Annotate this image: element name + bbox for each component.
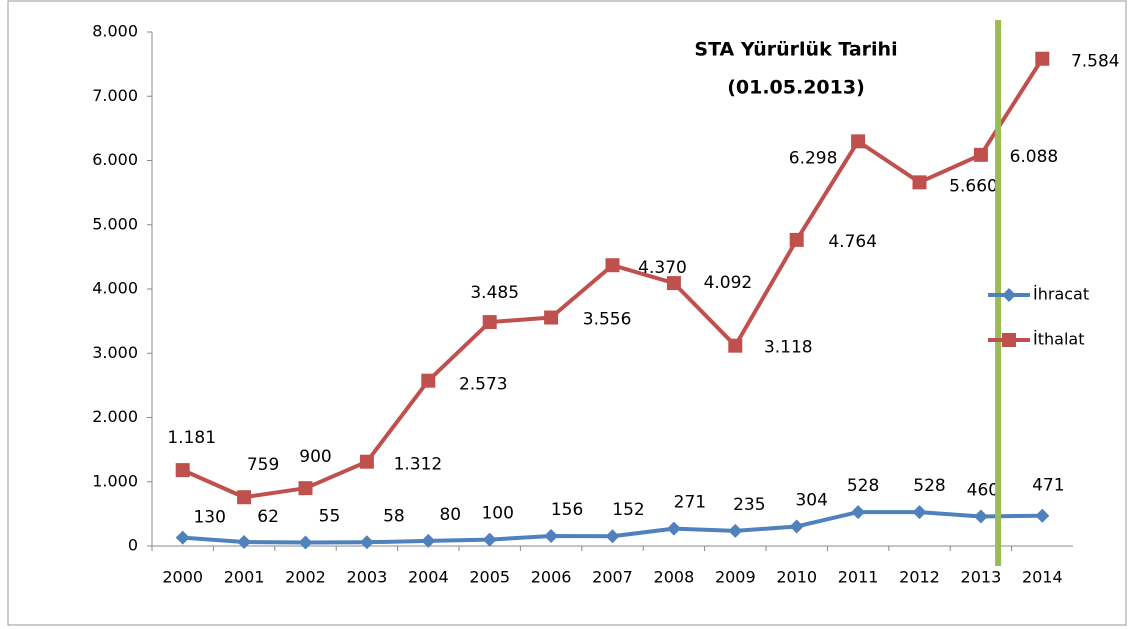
data-label: 460 bbox=[967, 480, 999, 500]
data-label: 130 bbox=[193, 508, 225, 528]
data-label: 3.118 bbox=[764, 338, 813, 358]
data-label: 80 bbox=[439, 505, 461, 525]
x-tick-label: 2000 bbox=[162, 568, 203, 587]
marker bbox=[1035, 508, 1050, 523]
x-tick-label: 2012 bbox=[899, 568, 940, 587]
x-tick-label: 2009 bbox=[715, 568, 756, 587]
marker bbox=[544, 528, 559, 543]
data-label: 4.092 bbox=[704, 273, 753, 293]
marker bbox=[666, 521, 681, 536]
data-label: 4.764 bbox=[828, 232, 877, 252]
x-tick-label: 2005 bbox=[469, 568, 510, 587]
x-tick-label: 2007 bbox=[592, 568, 633, 587]
marker bbox=[728, 338, 743, 353]
data-label: 152 bbox=[612, 500, 644, 520]
annotation: STA Yürürlük Tarihi bbox=[694, 39, 897, 61]
series-line bbox=[181, 57, 1044, 500]
marker bbox=[298, 481, 313, 496]
y-tick-label: 5.000 bbox=[92, 214, 138, 233]
y-tick-label: 3.000 bbox=[92, 343, 138, 362]
marker bbox=[912, 175, 927, 190]
marker bbox=[728, 523, 743, 538]
marker bbox=[973, 147, 988, 162]
y-tick-label: 1.000 bbox=[92, 471, 138, 490]
marker bbox=[421, 373, 436, 388]
marker bbox=[605, 258, 620, 273]
legend-label: İhracat bbox=[1033, 285, 1089, 304]
annotation: (01.05.2013) bbox=[727, 77, 865, 99]
data-label: 55 bbox=[319, 506, 341, 526]
x-tick-label: 2013 bbox=[961, 568, 1002, 587]
marker bbox=[298, 535, 313, 550]
y-tick-label: 7.000 bbox=[92, 86, 138, 105]
marker bbox=[175, 530, 190, 545]
marker bbox=[482, 315, 497, 330]
marker bbox=[851, 505, 866, 520]
data-label: 6.298 bbox=[789, 148, 838, 168]
data-label: 156 bbox=[551, 500, 583, 520]
data-label: 271 bbox=[674, 493, 706, 513]
y-tick-label: 0 bbox=[128, 536, 138, 555]
x-tick-label: 2004 bbox=[408, 568, 449, 587]
marker bbox=[482, 532, 497, 547]
marker bbox=[912, 505, 927, 520]
marker bbox=[544, 310, 559, 325]
x-tick-label: 2002 bbox=[285, 568, 326, 587]
data-label: 235 bbox=[733, 495, 765, 515]
data-label: 6.088 bbox=[1010, 147, 1059, 167]
data-label: 4.370 bbox=[638, 258, 687, 278]
marker bbox=[851, 134, 866, 149]
data-label: 1.181 bbox=[167, 428, 216, 448]
data-label: 62 bbox=[257, 507, 279, 527]
marker bbox=[605, 529, 620, 544]
marker bbox=[421, 533, 436, 548]
marker bbox=[175, 463, 190, 478]
marker bbox=[789, 232, 804, 247]
legend-marker bbox=[1002, 288, 1016, 302]
x-tick-label: 2014 bbox=[1022, 568, 1063, 587]
marker bbox=[237, 490, 252, 505]
marker bbox=[1035, 51, 1050, 66]
x-tick-label: 2001 bbox=[224, 568, 265, 587]
x-tick-label: 2006 bbox=[531, 568, 572, 587]
x-tick-label: 2011 bbox=[838, 568, 879, 587]
data-label: 7.584 bbox=[1071, 52, 1120, 72]
marker bbox=[666, 276, 681, 291]
data-label: 304 bbox=[795, 490, 827, 510]
data-label: 528 bbox=[847, 476, 879, 496]
data-label: 100 bbox=[481, 504, 513, 524]
marker bbox=[237, 535, 252, 550]
y-tick-label: 6.000 bbox=[92, 150, 138, 169]
legend-label: İthalat bbox=[1033, 330, 1084, 349]
marker bbox=[359, 454, 374, 469]
data-label: 759 bbox=[247, 455, 279, 475]
x-tick-label: 2008 bbox=[654, 568, 695, 587]
x-tick-label: 2003 bbox=[347, 568, 388, 587]
marker bbox=[973, 509, 988, 524]
data-label: 5.660 bbox=[949, 176, 998, 196]
data-label: 58 bbox=[383, 506, 405, 526]
y-tick-label: 2.000 bbox=[92, 407, 138, 426]
y-tick-label: 8.000 bbox=[92, 22, 138, 41]
legend-marker bbox=[1002, 333, 1016, 347]
marker bbox=[789, 519, 804, 534]
marker bbox=[359, 535, 374, 550]
data-label: 471 bbox=[1032, 476, 1064, 496]
data-label: 3.556 bbox=[583, 310, 632, 330]
x-tick-label: 2010 bbox=[776, 568, 817, 587]
y-tick-label: 4.000 bbox=[92, 279, 138, 298]
data-label: 900 bbox=[299, 447, 331, 467]
data-label: 3.485 bbox=[470, 283, 519, 303]
data-label: 2.573 bbox=[459, 375, 508, 395]
chart-frame bbox=[7, 0, 1127, 626]
data-label: 528 bbox=[913, 476, 945, 496]
data-label: 1.312 bbox=[394, 455, 443, 475]
